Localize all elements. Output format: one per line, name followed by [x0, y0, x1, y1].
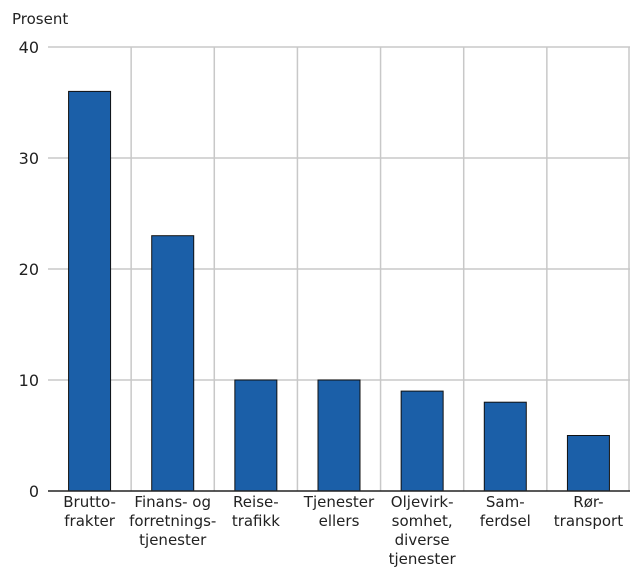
category-label-line: forretnings- [129, 512, 216, 530]
y-tick-label: 30 [19, 149, 39, 168]
bar-5 [400, 390, 444, 492]
category-label-line: tjenester [139, 531, 207, 549]
y-tick-label: 20 [19, 260, 39, 279]
y-tick-label: 40 [19, 38, 39, 57]
category-label-line: ellers [319, 512, 360, 530]
category-label: Reise-trafikk [232, 493, 280, 530]
category-label-line: tjenester [389, 550, 457, 568]
horizontal-gridlines [48, 46, 630, 381]
category-label: Brutto-frakter [63, 493, 116, 530]
category-label-line: frakter [64, 512, 115, 530]
category-label-line: Rør- [573, 493, 603, 511]
y-axis-label: Prosent [12, 10, 68, 28]
category-label-line: Tjenester [303, 493, 375, 511]
category-label-line: diverse [395, 531, 450, 549]
category-label-line: transport [554, 512, 623, 530]
category-label: Oljevirk-somhet, diverse tjenester [389, 493, 457, 568]
bar-4 [317, 379, 361, 492]
category-label-line: ferdsel [480, 512, 531, 530]
bar-7 [566, 435, 610, 492]
bar-6 [483, 401, 527, 492]
category-labels: Brutto-frakter Finans- og forretnings-tjen… [63, 493, 623, 568]
y-tick-labels: 0 10 20 30 40 [19, 38, 39, 501]
bars [68, 90, 610, 492]
category-label: Finans- og forretnings-tjenester [129, 493, 216, 549]
category-label: Rør-transport [554, 493, 623, 530]
bar-2 [151, 235, 195, 492]
category-label-line: Sam- [486, 493, 525, 511]
bar-3 [234, 379, 278, 492]
y-tick-label: 0 [29, 482, 39, 501]
category-label-line: Oljevirk- [391, 493, 454, 511]
category-label: Sam-ferdsel [480, 493, 531, 530]
category-label-line: Reise- [233, 493, 279, 511]
y-tick-label: 10 [19, 371, 39, 390]
bar-1 [68, 90, 112, 492]
category-label-line: trafikk [232, 512, 280, 530]
category-label: Tjenester ellers [303, 493, 375, 530]
category-label-line: Brutto- [63, 493, 116, 511]
vertical-gridlines [130, 47, 630, 491]
category-label-line: somhet, [392, 512, 453, 530]
category-label-line: Finans- og [134, 493, 211, 511]
